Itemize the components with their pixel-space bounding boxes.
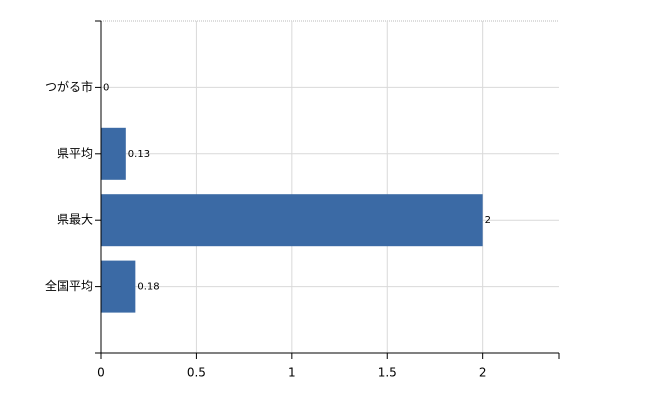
x-tick-label: 0 [97, 366, 105, 380]
bar [101, 260, 136, 313]
y-tick-label: 県最大 [57, 213, 93, 227]
y-tick-label: つがる市 [45, 79, 93, 94]
bar [101, 127, 126, 180]
value-label: 0 [103, 82, 109, 93]
y-tick-label: 県平均 [57, 146, 93, 160]
value-label: 0.13 [128, 149, 150, 160]
x-tick-label: 1.5 [378, 366, 397, 380]
y-tick-label: 全国平均 [45, 278, 93, 293]
x-tick-label: 1 [288, 366, 296, 380]
value-label: 0.18 [137, 282, 159, 293]
x-tick-label: 2 [479, 366, 487, 380]
bar [101, 194, 483, 247]
x-tick-label: 0.5 [187, 366, 206, 380]
value-label: 2 [485, 215, 491, 226]
